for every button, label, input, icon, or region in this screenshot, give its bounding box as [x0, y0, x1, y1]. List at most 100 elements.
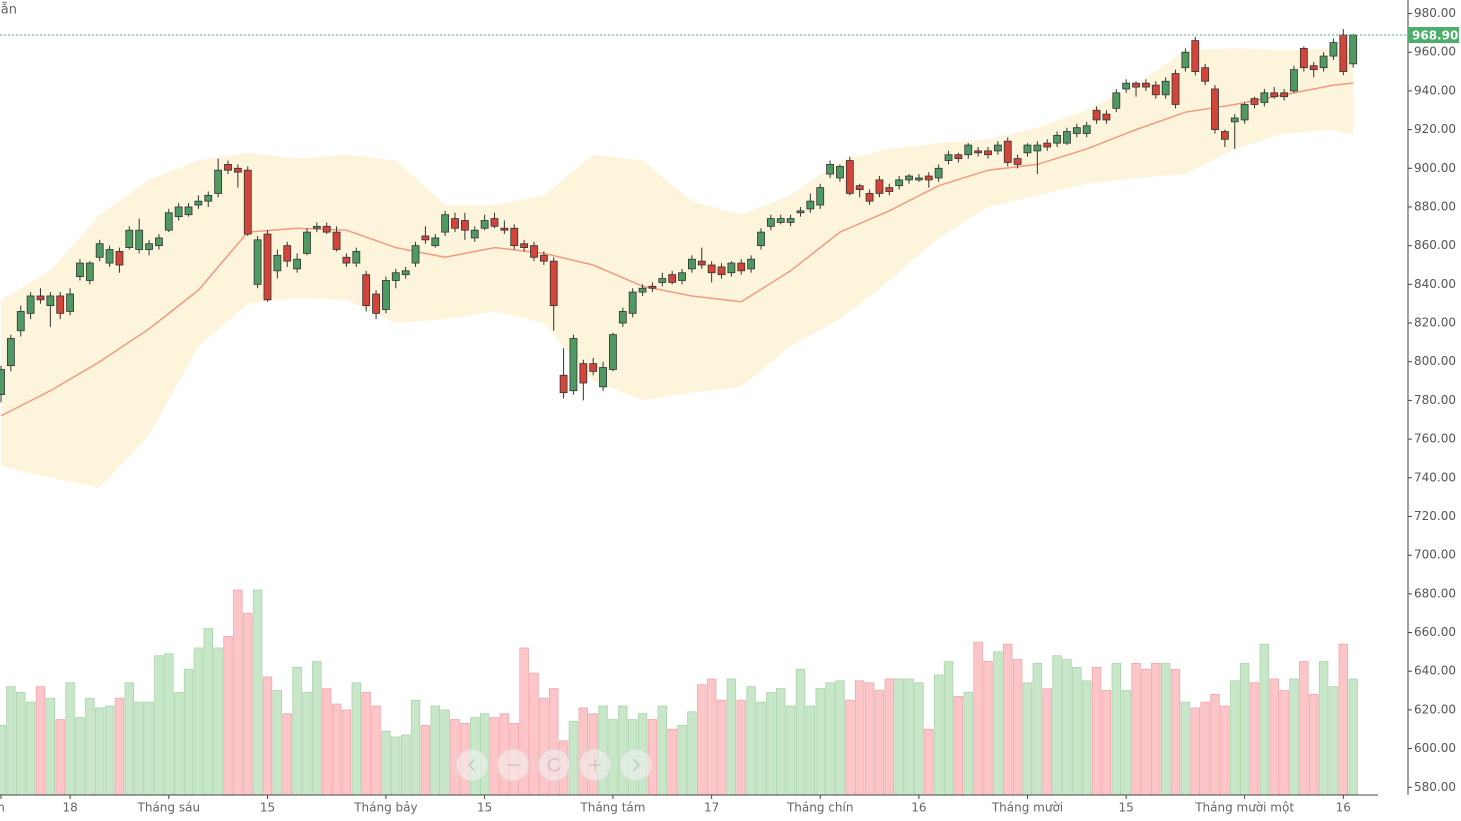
volume-bar [312, 661, 322, 796]
candle-body [895, 179, 904, 187]
y-tick-label: 580.00 [1414, 780, 1456, 794]
volume-bar [262, 676, 273, 796]
chart-title: sẵn [0, 3, 17, 18]
candle-body [411, 245, 420, 264]
volume-bar [1190, 707, 1200, 796]
candle-body [885, 187, 894, 192]
candle-body [1082, 125, 1091, 134]
volume-bar [6, 686, 16, 796]
volume-bar [1318, 661, 1329, 796]
volume-bar [736, 699, 746, 796]
candle-body [1142, 82, 1150, 88]
last-price-label: 968.90 [1412, 29, 1458, 43]
candle-body [826, 164, 834, 175]
x-tick-label: 15 [477, 801, 492, 815]
volume-bar [933, 674, 944, 796]
candle-body [628, 291, 637, 314]
volume-bar [1032, 663, 1043, 796]
y-tick-label: 860.00 [1414, 238, 1456, 252]
candle-body [934, 167, 943, 179]
x-tick-label: Tháng mười một [1194, 801, 1294, 815]
candle-body [1003, 140, 1012, 163]
nav-forward[interactable] [619, 748, 653, 782]
candle-body [855, 185, 864, 190]
candle-body [1339, 34, 1348, 72]
candle-body [1023, 144, 1032, 154]
volume-bar [104, 705, 115, 796]
candle-body [36, 295, 45, 301]
candle-body [283, 245, 292, 262]
candle-body [1063, 131, 1071, 144]
volume-bar [95, 707, 105, 796]
volume-bar [203, 628, 213, 796]
nav-back[interactable] [455, 748, 489, 782]
candle-body [352, 251, 361, 264]
candle-body [688, 258, 696, 270]
candle-body [796, 210, 805, 214]
volume-bar [85, 697, 95, 796]
y-tick-label: 840.00 [1414, 277, 1456, 291]
candle-body [1013, 158, 1022, 165]
candle-body [737, 262, 746, 272]
candle-body [1072, 127, 1081, 134]
x-tick-label: 15 [1119, 801, 1134, 815]
y-tick-label: 920.00 [1414, 122, 1456, 136]
nav-zoom-in[interactable] [578, 748, 612, 782]
candle-body [579, 363, 588, 384]
volume-bar [154, 655, 164, 796]
last-price-tag [1408, 27, 1459, 44]
volume-bar [55, 719, 65, 796]
candle-body [66, 293, 74, 312]
volume-bar [1239, 663, 1250, 796]
candle-body [964, 144, 973, 156]
candle-body [490, 218, 499, 227]
volume-bar [430, 705, 440, 796]
candle-body [697, 260, 706, 266]
volume-bar [904, 678, 914, 796]
volume-bar [124, 682, 135, 796]
volume-bar [667, 728, 677, 796]
y-tick-label: 960.00 [1414, 45, 1456, 59]
y-tick-label: 780.00 [1414, 393, 1456, 407]
candle-body [1270, 92, 1279, 98]
candle-body [559, 374, 568, 394]
candle-body [46, 295, 55, 307]
candle-body [549, 260, 558, 307]
candle-body [776, 218, 785, 223]
candle-body [530, 245, 538, 258]
candle-body [500, 227, 509, 231]
volume-bar [1131, 663, 1141, 796]
volume-bar [993, 651, 1003, 796]
candle-body [224, 164, 232, 171]
y-tick-label: 640.00 [1414, 664, 1456, 678]
volume-bar [1279, 690, 1289, 796]
y-tick-label: 600.00 [1414, 741, 1456, 755]
candle-body [125, 229, 134, 248]
volume-bar [1101, 690, 1112, 796]
volume-bar [282, 713, 292, 796]
nav-zoom-out[interactable] [496, 748, 530, 782]
y-tick-label: 680.00 [1414, 586, 1456, 600]
candle-body [253, 239, 262, 285]
nav-reset[interactable] [537, 748, 571, 782]
candle-body [243, 169, 252, 235]
volume-bar [697, 684, 707, 796]
volume-bar [213, 647, 223, 796]
candle-body [875, 179, 884, 194]
candle-body [717, 266, 726, 276]
candle-body [421, 235, 430, 241]
volume-bar [223, 635, 233, 796]
x-tick-label: 17 [704, 801, 719, 815]
volume-bar [361, 692, 371, 796]
volume-bar [805, 705, 816, 796]
candle-body [26, 295, 35, 314]
candle-body [214, 169, 223, 194]
candle-body [1181, 51, 1190, 69]
candle-body [135, 229, 144, 250]
candle-body [806, 200, 815, 210]
y-tick-label: 700.00 [1414, 548, 1456, 562]
candle-body [569, 338, 578, 392]
volume-bar [539, 697, 549, 796]
volume-bar [193, 647, 204, 796]
